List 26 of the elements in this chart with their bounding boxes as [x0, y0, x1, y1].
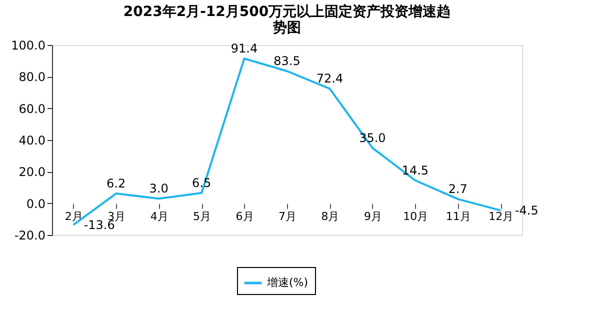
y-tick-label: 100.0: [11, 38, 46, 52]
y-tick-label: 40.0: [18, 134, 46, 148]
y-tick-label: 80.0: [18, 70, 46, 84]
y-tick-label: 20.0: [18, 165, 46, 180]
data-label: 3.0: [149, 182, 168, 196]
x-tick-label: 5月: [193, 210, 212, 223]
x-tick-label: 4月: [150, 210, 168, 223]
x-tick-label: 7月: [278, 210, 296, 223]
legend-label: 增速(%): [266, 276, 308, 289]
x-tick-label: 12月: [488, 210, 514, 223]
data-label: 2.7: [448, 182, 468, 196]
x-tick-label: 10月: [403, 210, 428, 223]
y-tick-label: 0.0: [26, 196, 46, 211]
x-tick-label: 8月: [321, 210, 340, 223]
y-tick-label: 60.0: [18, 102, 46, 116]
data-label: 72.4: [316, 72, 344, 86]
x-tick-label: 9月: [364, 210, 382, 223]
x-tick-label: 11月: [446, 210, 471, 223]
data-label: 14.5: [402, 163, 429, 178]
data-label: 91.4: [230, 42, 258, 56]
y-tick-label: -20.0: [14, 228, 46, 242]
chart-title: 2023年2月-12月500万元以上固定资产投资增速趋势图: [123, 3, 451, 36]
x-tick-label: 6月: [236, 210, 254, 223]
data-label: -4.5: [514, 203, 538, 218]
data-label: 6.2: [106, 176, 126, 191]
data-label: 83.5: [274, 54, 300, 68]
